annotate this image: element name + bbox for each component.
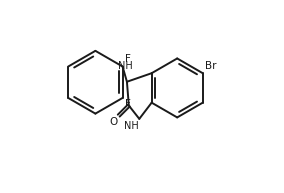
Text: NH: NH [118, 61, 133, 71]
Text: NH: NH [124, 121, 138, 131]
Text: O: O [109, 117, 117, 127]
Text: Br: Br [205, 61, 216, 71]
Text: F: F [125, 54, 131, 64]
Text: F: F [125, 99, 131, 109]
